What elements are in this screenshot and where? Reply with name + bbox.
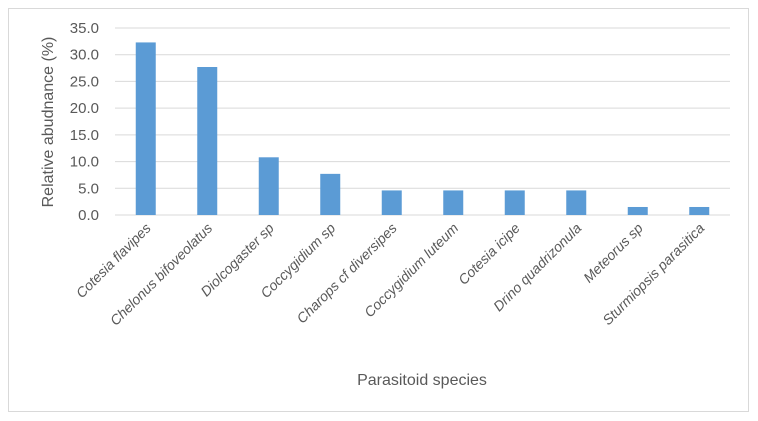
- y-tick-label: 10.0: [70, 154, 99, 171]
- bar: [627, 206, 648, 215]
- y-tick-label: 35.0: [70, 20, 99, 37]
- bar: [320, 173, 341, 215]
- x-tick-label: Charops cf diversipes: [293, 220, 400, 327]
- bar: [566, 190, 587, 215]
- y-tick-label: 15.0: [70, 127, 99, 144]
- y-tick-label: 0.0: [78, 207, 99, 224]
- bar: [689, 206, 710, 215]
- bar: [381, 190, 402, 215]
- bar: [258, 157, 279, 215]
- x-tick-label: Sturmiopsis parasitica: [599, 220, 707, 328]
- x-tick-label: Meteorus sp: [580, 220, 646, 286]
- y-axis-title: Relative abudnance (%): [40, 37, 57, 208]
- y-tick-label: 25.0: [70, 73, 99, 90]
- bar: [504, 190, 525, 215]
- y-tick-label: 5.0: [78, 180, 99, 197]
- x-tick-label: Cotesia icipe: [455, 220, 523, 288]
- bar: [135, 42, 156, 215]
- x-tick-label: Chelonus bifoveolatus: [107, 220, 216, 329]
- y-tick-label: 20.0: [70, 100, 99, 117]
- bar: [197, 67, 218, 215]
- bar: [443, 190, 464, 215]
- x-axis-title: Parasitoid species: [357, 372, 487, 389]
- y-tick-label: 30.0: [70, 47, 99, 64]
- chart-frame: [8, 8, 749, 412]
